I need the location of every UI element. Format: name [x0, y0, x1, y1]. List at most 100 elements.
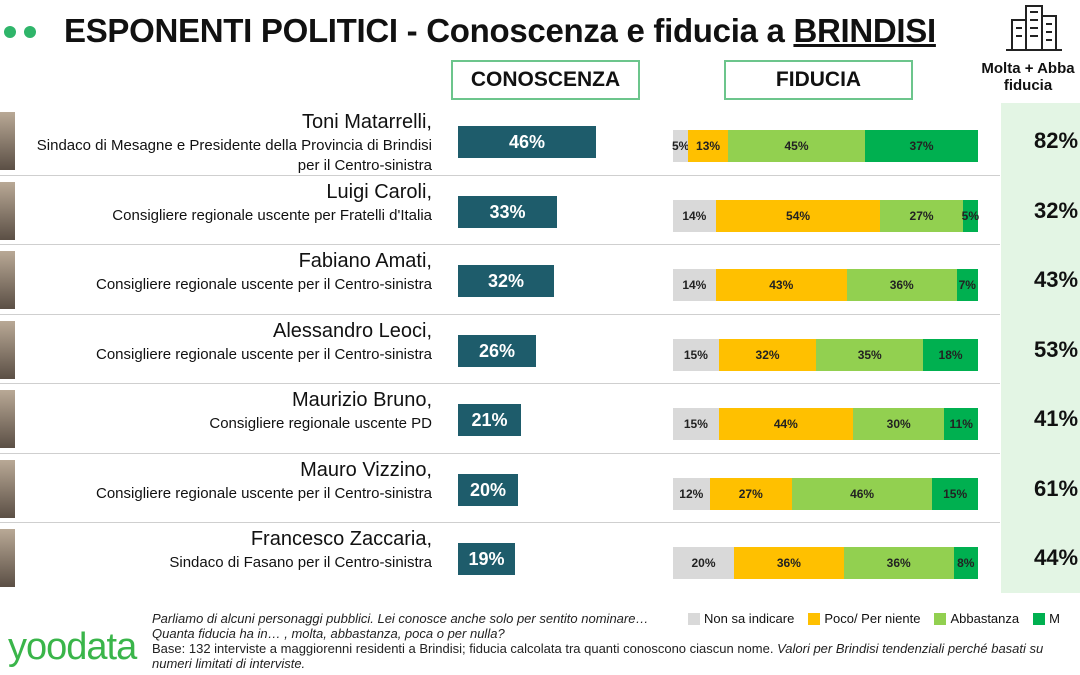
fiducia-segment-poco: 36%: [734, 547, 844, 579]
molta-abbastanza-value: 32%: [1034, 197, 1079, 223]
fiducia-stacked-bar: 14% 43% 36% 7%: [673, 269, 978, 301]
title-city: BRINDISI: [793, 12, 936, 49]
portrait-photo: [0, 251, 15, 309]
fiducia-segment-poco: 32%: [718, 338, 817, 371]
molta-abbastanza-value: 61%: [1034, 475, 1079, 501]
footnote-base-text: Base: 132 interviste a maggiorenni resid…: [152, 641, 778, 656]
table-row: Mauro Vizzino, Consigliere regionale usce…: [0, 454, 1078, 523]
portrait-photo: [0, 320, 15, 379]
portrait-photo: [0, 181, 15, 240]
politician-name: Fabiano Amati,: [298, 250, 432, 272]
fiducia-segment-non-sa: 12%: [673, 477, 710, 510]
footnote-question-1: Parliamo di alcuni personaggi pubblici. …: [152, 611, 649, 626]
fiducia-segment-poco: 27%: [709, 477, 792, 510]
politician-role: Sindaco di Mesagne e Presidente della Pr…: [36, 137, 432, 174]
table-row: Alessandro Leoci, Consigliere regionale u…: [0, 315, 1078, 384]
conoscenza-bar: 46%: [458, 126, 596, 158]
legend-item-non-sa: Non sa indicare: [688, 611, 794, 626]
table-row: Luigi Caroli, Consigliere regionale uscen…: [0, 176, 1078, 245]
legend-item-molta: M: [1033, 611, 1060, 626]
yoodata-logo: yoodata: [8, 626, 137, 668]
fiducia-segment-non-sa: 5%: [672, 130, 689, 162]
fiducia-segment-poco: 13%: [688, 130, 728, 162]
fiducia-segment-molta: 5%: [962, 199, 979, 232]
fiducia-stacked-bar: 15% 32% 35% 18%: [673, 338, 978, 371]
portrait-photo: [0, 459, 15, 518]
legend-label-poco: Poco/ Per niente: [824, 611, 921, 626]
legend-swatch-poco: [808, 612, 821, 625]
fiducia-segment-non-sa: 15%: [673, 408, 719, 440]
fiducia-segment-abbastanza: 30%: [852, 408, 945, 440]
table-row: Maurizio Bruno, Consigliere regionale usc…: [0, 384, 1078, 454]
fiducia-segment-poco: 43%: [715, 269, 847, 301]
fiducia-segment-abbastanza: 27%: [880, 199, 963, 232]
fiducia-segment-abbastanza: 36%: [846, 269, 957, 301]
legend-swatch-non-sa: [688, 612, 700, 625]
molta-abbastanza-value: 44%: [1034, 545, 1079, 570]
molta-abbastanza-value: 41%: [1034, 406, 1079, 431]
politician-name: Mauro Vizzino,: [300, 458, 432, 481]
politician-role: Consigliere regionale uscente per il Cen…: [96, 276, 432, 293]
politician-role: Consigliere regionale uscente per Fratel…: [112, 206, 432, 224]
green-dot-icon: [24, 26, 36, 38]
legend-item-poco: Poco/ Per niente: [808, 611, 920, 626]
footnote-note: Valori per Brindisi tendenziali perché b…: [152, 641, 1044, 671]
politician-name: Toni Matarrelli,: [301, 111, 432, 133]
fiducia-segment-abbastanza: 46%: [791, 477, 933, 510]
conoscenza-bar: 19%: [458, 543, 515, 575]
conoscenza-bar: 21%: [458, 404, 521, 436]
politicians-table: Toni Matarrelli, Sindaco di Mesagne e Pre…: [0, 106, 1080, 593]
table-row: Toni Matarrelli, Sindaco di Mesagne e Pre…: [0, 106, 1078, 176]
molta-abbastanza-value: 82%: [1034, 128, 1079, 153]
politician-name: Maurizio Bruno,: [291, 389, 432, 411]
fiducia-stacked-bar: 5% 13% 45% 37%: [672, 130, 978, 162]
sum-header-line2: fiducia: [1003, 77, 1053, 94]
footnote-base: Base: 132 interviste a maggiorenni resid…: [152, 641, 1080, 671]
table-row: Fabiano Amati, Consigliere regionale usce…: [0, 245, 1078, 315]
fiducia-segment-molta: 7%: [956, 269, 978, 301]
legend-swatch-abbastanza: [934, 612, 947, 625]
header-dots: [4, 26, 36, 38]
legend-label-molta: M: [1049, 611, 1060, 626]
legend-label-abbastanza: Abbastanza: [950, 611, 1020, 626]
footnote: Parliamo di alcuni personaggi pubblici. …: [152, 611, 1080, 671]
politician-role: Consigliere regionale uscente per il Cen…: [96, 345, 432, 363]
portrait-photo: [0, 390, 15, 448]
molta-abbastanza-value: 53%: [1034, 336, 1079, 362]
fiducia-segment-poco: 54%: [715, 199, 881, 232]
sum-header: Molta + Abba fiducia: [968, 60, 1080, 94]
fiducia-segment-poco: 44%: [718, 408, 853, 440]
fiducia-segment-abbastanza: 35%: [816, 338, 924, 371]
politician-role: Consigliere regionale uscente per il Cen…: [96, 484, 432, 502]
fiducia-segment-molta: 18%: [923, 338, 978, 371]
legend-label-non-sa: Non sa indicare: [704, 611, 795, 626]
fiducia-segment-molta: 37%: [865, 130, 978, 162]
fiducia-stacked-bar: 15% 44% 30% 11%: [673, 408, 978, 440]
politician-name: Francesco Zaccaria,: [250, 528, 432, 550]
sum-header-line1: Molta + Abba: [981, 60, 1075, 77]
fiducia-segment-abbastanza: 45%: [727, 130, 866, 162]
conoscenza-bar: 32%: [458, 265, 554, 297]
fiducia-segment-molta: 11%: [944, 408, 978, 440]
fiducia-segment-non-sa: 15%: [673, 338, 719, 371]
table-row: Francesco Zaccaria, Sindaco di Fasano per…: [0, 523, 1078, 593]
fiducia-segment-non-sa: 20%: [673, 547, 734, 579]
politician-role: Consigliere regionale uscente PD: [209, 415, 432, 432]
fiducia-segment-abbastanza: 36%: [843, 547, 954, 579]
footnote-question-2: Quanta fiducia ha in… , molta, abbastanz…: [152, 626, 505, 641]
politician-name: Luigi Caroli,: [326, 180, 432, 203]
legend: Non sa indicare Poco/ Per niente Abbasta…: [688, 611, 1066, 626]
portrait-photo: [0, 529, 15, 587]
fiducia-stacked-bar: 20% 36% 36% 8%: [673, 547, 978, 579]
conoscenza-bar: 20%: [458, 473, 518, 506]
fiducia-stacked-bar: 14% 54% 27% 5%: [673, 199, 979, 232]
city-buildings-icon: [1006, 5, 1062, 51]
legend-swatch-molta: [1033, 612, 1046, 625]
fiducia-segment-non-sa: 14%: [673, 199, 716, 232]
fiducia-segment-molta: 15%: [932, 477, 978, 510]
fiducia-stacked-bar: 12% 27% 46% 15%: [673, 477, 978, 510]
politician-role: Sindaco di Fasano per il Centro-sinistra: [169, 554, 432, 571]
page-title: ESPONENTI POLITICI - Conoscenza e fiduci…: [64, 12, 936, 50]
portrait-photo: [0, 112, 15, 170]
conoscenza-bar: 33%: [458, 195, 557, 228]
